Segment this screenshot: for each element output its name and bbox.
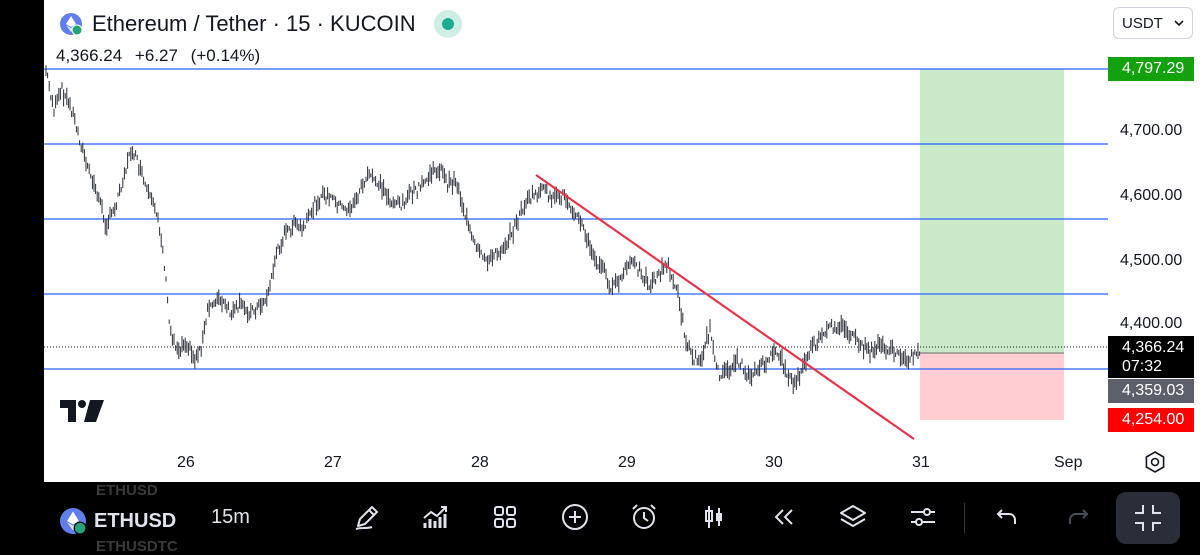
replay-button[interactable] bbox=[767, 500, 801, 534]
redo-button[interactable] bbox=[1061, 500, 1095, 534]
chart-header: Ethereum / Tether · 15 · KUCOIN bbox=[60, 10, 462, 38]
profit-zone[interactable] bbox=[920, 69, 1064, 353]
layers-icon bbox=[840, 505, 866, 527]
bar-countdown: 07:32 bbox=[1122, 358, 1163, 375]
currency-value: USDT bbox=[1122, 14, 1163, 32]
entry-price-tag[interactable]: 4,359.03 bbox=[1108, 379, 1194, 403]
time-axis-label: 28 bbox=[471, 454, 489, 471]
current-price-value: 4,366.24 bbox=[1122, 339, 1185, 356]
bottom-toolbar: ETHUSD ETHUSDTC bbox=[0, 482, 1200, 555]
price-axis-label: 4,600.00 bbox=[1120, 187, 1183, 204]
fullscreen-button[interactable] bbox=[1116, 492, 1180, 544]
price-axis-label: 4,400.00 bbox=[1120, 315, 1183, 332]
price-axis-label: 4,500.00 bbox=[1120, 252, 1183, 269]
object-tree-button[interactable] bbox=[836, 500, 870, 534]
toolbar-divider bbox=[964, 503, 965, 533]
ethereum-icon bbox=[60, 13, 82, 35]
symbol-title[interactable]: Ethereum / Tether · 15 · KUCOIN bbox=[92, 11, 416, 36]
indicators-icon bbox=[423, 506, 447, 528]
fullscreen-exit-icon bbox=[1135, 505, 1161, 531]
target-price-tag[interactable]: 4,797.29 bbox=[1108, 57, 1194, 81]
last-price: 4,366.24 bbox=[56, 46, 123, 65]
time-axis-label: 31 bbox=[912, 454, 930, 471]
market-status-indicator[interactable] bbox=[433, 10, 462, 38]
currency-select[interactable]: USDT bbox=[1113, 7, 1193, 39]
chart-canvas[interactable] bbox=[44, 0, 1200, 482]
time-axis-label: 29 bbox=[618, 454, 636, 471]
ghost-symbol-below: ETHUSDTC bbox=[96, 538, 178, 555]
trend-line[interactable] bbox=[535, 174, 915, 440]
drawing-tools-button[interactable] bbox=[350, 500, 384, 534]
undo-button[interactable] bbox=[990, 500, 1024, 534]
alerts-button[interactable] bbox=[627, 500, 661, 534]
chevron-down-icon bbox=[1174, 20, 1184, 27]
redo-icon bbox=[1069, 509, 1089, 524]
tradingview-logo[interactable] bbox=[60, 400, 106, 422]
chart-area[interactable] bbox=[44, 0, 1200, 482]
indicators-button[interactable] bbox=[418, 500, 452, 534]
gear-icon[interactable] bbox=[1143, 450, 1167, 474]
price-series[interactable] bbox=[45, 65, 921, 394]
current-price-tag[interactable]: 4,366.24 07:32 bbox=[1108, 336, 1194, 378]
toolbar-symbol: ETHUSD bbox=[94, 509, 177, 532]
ethereum-icon bbox=[60, 508, 86, 534]
replay-icon bbox=[774, 509, 793, 525]
loss-zone[interactable] bbox=[920, 353, 1064, 420]
stop-price-tag[interactable]: 4,254.00 bbox=[1108, 408, 1194, 432]
layout-grid-icon bbox=[494, 506, 516, 528]
layouts-button[interactable] bbox=[488, 500, 522, 534]
ghost-symbol-above: ETHUSD bbox=[96, 482, 158, 499]
time-axis-label: 30 bbox=[765, 454, 783, 471]
undo-icon bbox=[996, 509, 1016, 524]
alert-clock-icon bbox=[632, 504, 656, 529]
price-change: +6.27 bbox=[134, 46, 178, 65]
time-axis-label: 26 bbox=[177, 454, 195, 471]
symbol-selector[interactable]: ETHUSD bbox=[60, 508, 176, 534]
settings-sliders-icon bbox=[911, 508, 935, 526]
pencil-icon bbox=[355, 506, 378, 530]
chart-type-button[interactable] bbox=[697, 500, 731, 534]
price-axis-label: 4,700.00 bbox=[1120, 122, 1183, 139]
add-button[interactable] bbox=[558, 500, 592, 534]
time-axis-label: Sep bbox=[1054, 454, 1083, 471]
candles-icon bbox=[705, 506, 722, 528]
price-summary: 4,366.24 +6.27 (+0.14%) bbox=[56, 46, 268, 66]
left-edge bbox=[0, 0, 44, 482]
price-change-pct: (+0.14%) bbox=[190, 46, 261, 65]
add-icon bbox=[562, 504, 588, 530]
time-axis-label: 27 bbox=[324, 454, 342, 471]
chart-settings-button[interactable] bbox=[906, 500, 940, 534]
interval-selector[interactable]: 15m bbox=[211, 506, 250, 528]
